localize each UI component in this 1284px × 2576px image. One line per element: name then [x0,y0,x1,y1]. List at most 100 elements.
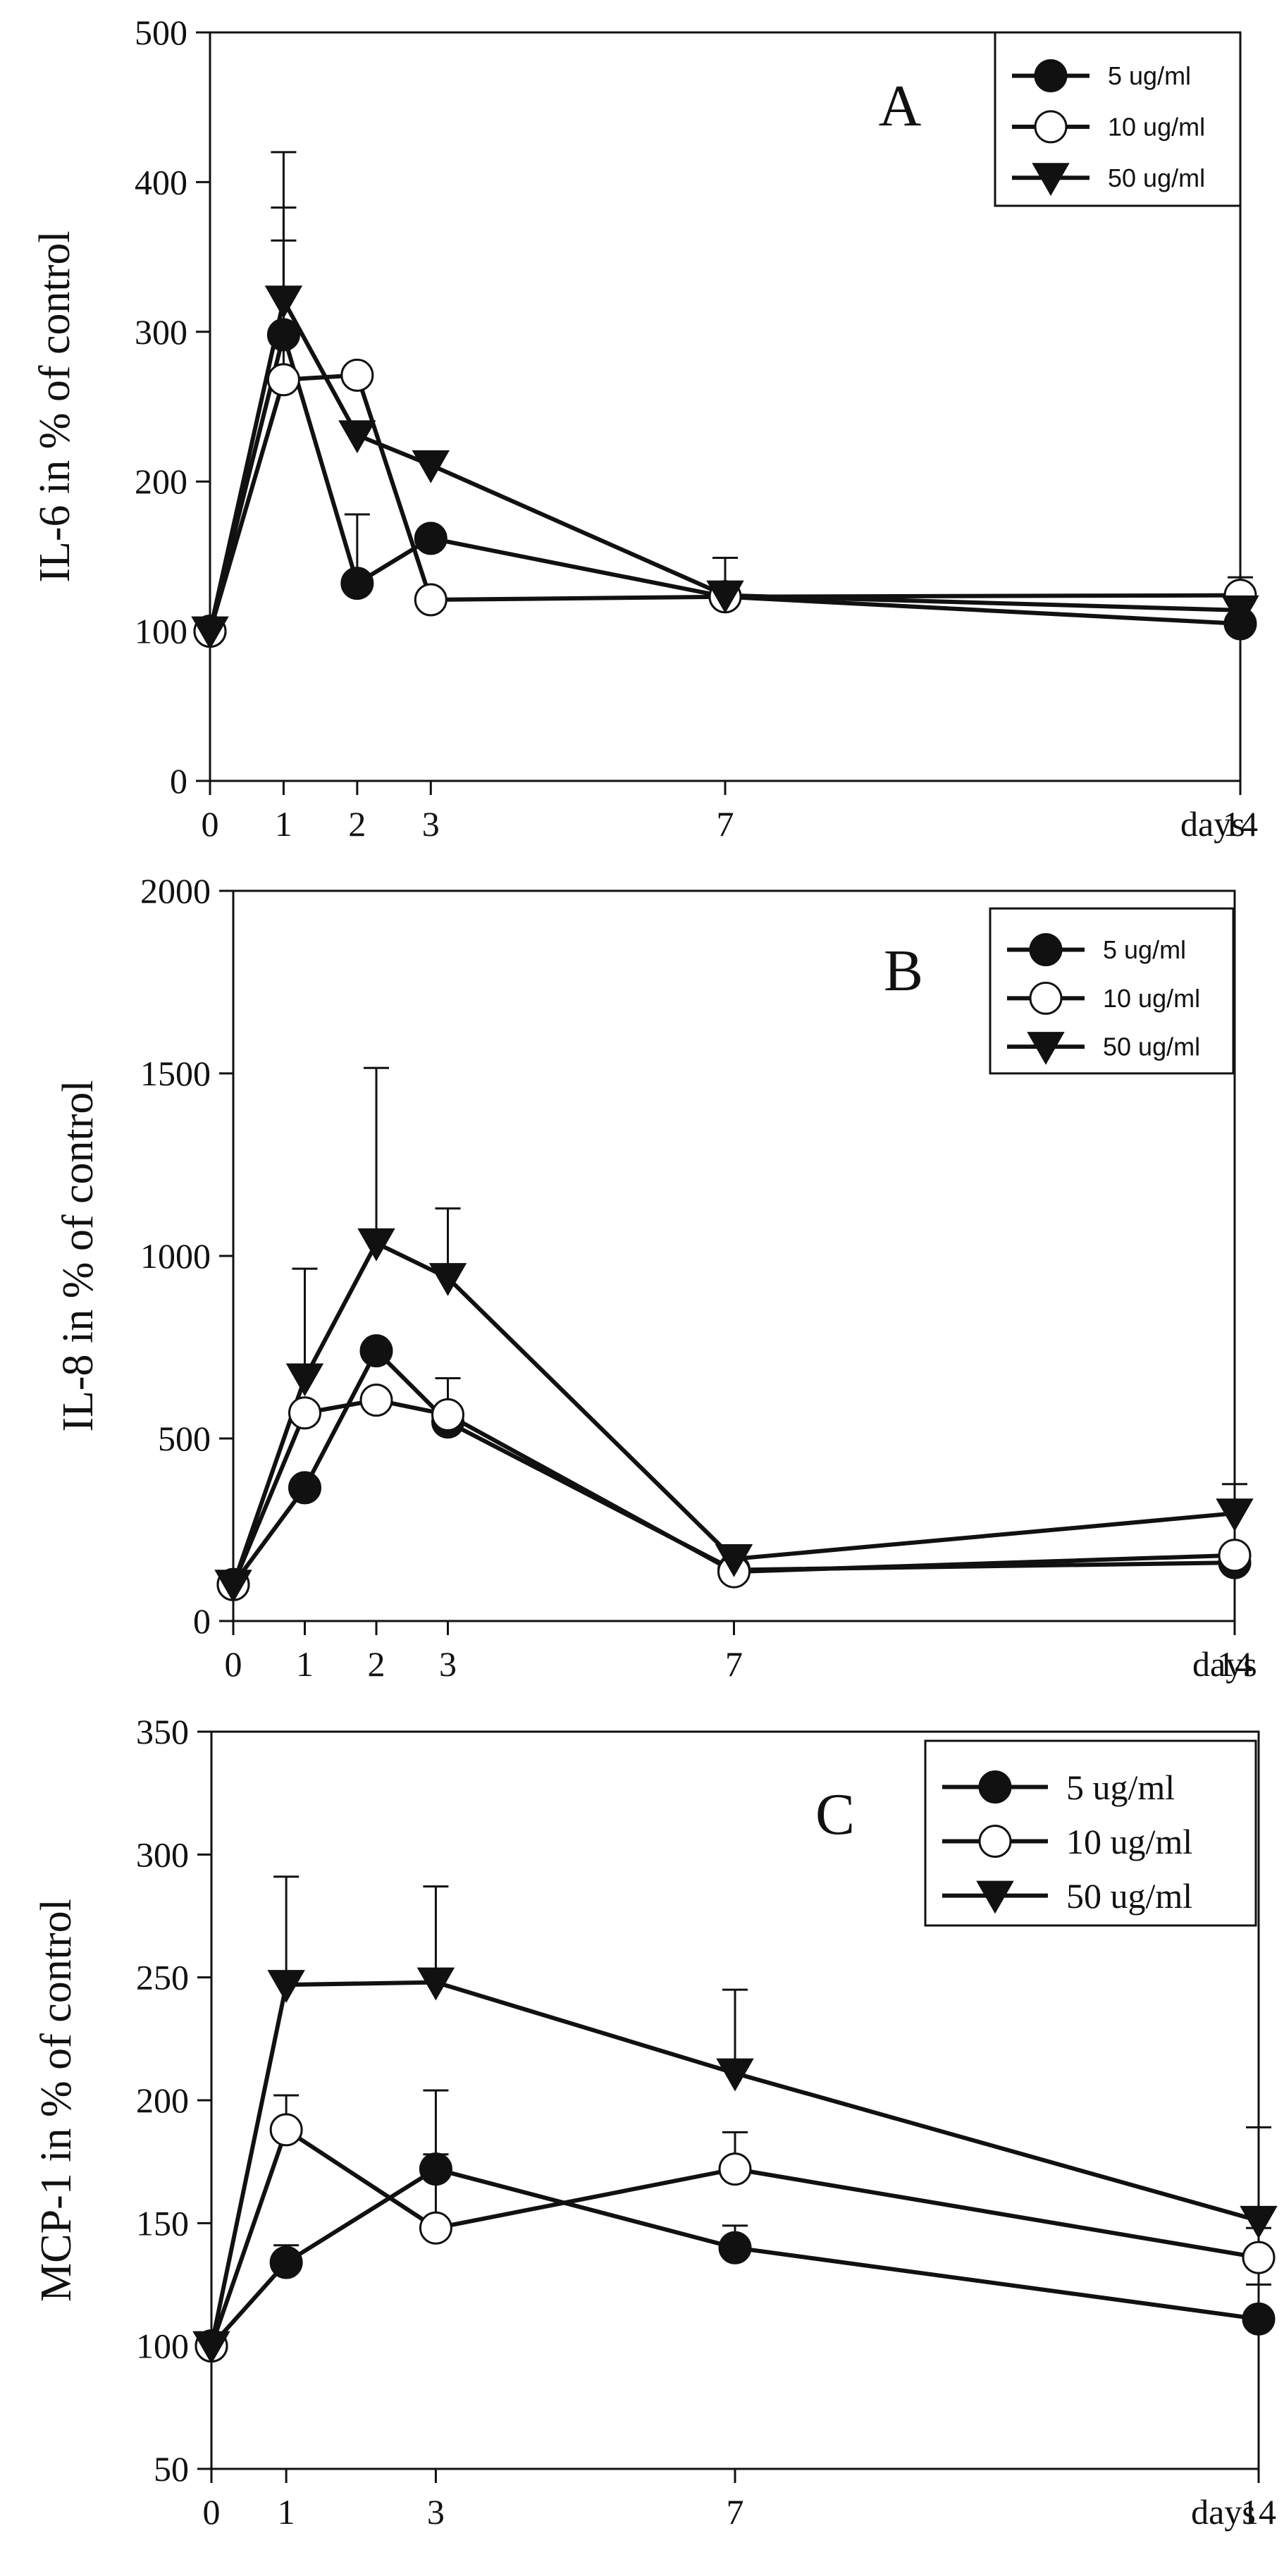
legend-label: 50 ug/ml [1066,1876,1192,1916]
data-point [1221,595,1259,629]
legend-label: 5 ug/ml [1108,61,1191,90]
legend-marker [976,1880,1014,1914]
y-axis-label: MCP-1 in % of control [32,1899,80,2302]
data-point [718,2231,752,2264]
data-point [718,2152,752,2186]
x-tick-label: 3 [439,1644,457,1684]
legend-marker [1034,110,1068,144]
data-point [357,1228,395,1262]
data-point [191,616,229,650]
data-point [419,2211,452,2245]
legend-marker [1029,981,1063,1015]
y-tick-label: 200 [135,462,187,501]
y-tick-label: 100 [136,2327,189,2366]
series-filled-triangle-down [273,1875,1271,2221]
x-tick-label: 7 [717,804,734,844]
x-tick-label: 0 [203,2492,221,2532]
data-point [267,1970,305,2003]
series-filled-circle [273,2089,1271,2319]
y-tick-label: 0 [170,761,187,801]
data-point [412,450,450,483]
legend-marker [1027,1032,1065,1065]
x-tick-label: 14 [1223,804,1258,844]
x-axis-label: days [1192,1644,1257,1684]
x-tick-label: 3 [427,2492,445,2532]
data-point [269,2113,303,2147]
series-filled-triangle-down [271,151,297,301]
y-tick-label: 300 [135,312,187,352]
y-tick-label: 500 [158,1419,211,1458]
data-point [428,1263,467,1296]
x-tick-label: 14 [1241,2492,1276,2532]
panel-letter: C [815,1782,855,1847]
data-point [715,1543,753,1577]
legend-marker [978,1770,1012,1804]
legend-label: 50 ug/ml [1108,164,1205,192]
y-axis-label: IL-6 in % of control [31,230,79,582]
y-tick-label: 500 [135,13,187,52]
data-point [340,567,374,600]
x-tick-label: 7 [725,1644,743,1684]
data-point [340,358,374,392]
legend-label: 5 ug/ml [1103,935,1186,964]
y-tick-label: 250 [136,1958,189,1997]
y-tick-label: 350 [136,1712,189,1751]
y-tick-label: 50 [154,2449,189,2489]
data-point [266,318,300,352]
series-filled-triangle-down [292,1066,1247,1559]
data-point [414,583,447,617]
series-line [208,298,1241,632]
legend-label: 10 ug/ml [1108,112,1205,141]
data-point [416,1967,455,2001]
data-point [419,2152,452,2186]
data-point [716,2058,754,2092]
data-point [285,1363,324,1397]
data-point [1242,2302,1276,2336]
data-point [1216,1498,1254,1532]
x-tick-label: 7 [727,2492,744,2532]
x-tick-label: 2 [368,1644,385,1684]
panel-letter: B [884,938,923,1004]
data-point [431,1398,464,1431]
data-point [359,1383,393,1417]
legend-label: 10 ug/ml [1103,984,1200,1013]
data-point [288,1471,321,1505]
y-tick-label: 400 [135,162,187,202]
data-point [269,2245,303,2279]
legend-label: 10 ug/ml [1066,1822,1192,1861]
legend: 5 ug/ml 10 ug/ml 50 ug/ml [989,907,1235,1075]
legend-marker [1032,163,1070,196]
data-point [359,1334,393,1368]
data-point [338,420,376,454]
y-tick-label: 1000 [140,1236,211,1276]
data-point [706,580,744,614]
legend-marker [978,1825,1012,1859]
x-tick-label: 1 [296,1644,314,1684]
y-axis-label: IL-8 in % of control [54,1080,102,1431]
x-tick-label: 0 [202,804,219,844]
x-tick-label: 1 [278,2492,295,2532]
x-tick-label: 3 [422,804,440,844]
y-tick-label: 2000 [140,871,211,911]
legend-label: 50 ug/ml [1103,1033,1200,1061]
x-axis-label: days [1180,804,1245,844]
y-tick-label: 150 [136,2203,189,2243]
x-tick-label: 14 [1217,1644,1252,1684]
y-tick-label: 1500 [140,1054,211,1093]
data-point [1218,1539,1252,1572]
data-point [214,1570,252,1603]
data-point [264,285,303,319]
x-axis-label: days [1191,2492,1256,2532]
series-line [231,1398,1235,1586]
data-point [1242,2241,1276,2274]
x-tick-label: 2 [348,804,366,844]
panel-letter: A [879,73,922,139]
x-tick-label: 0 [225,1644,242,1684]
y-tick-label: 200 [136,2081,189,2120]
legend-marker [1029,933,1063,966]
data-point [266,363,300,397]
